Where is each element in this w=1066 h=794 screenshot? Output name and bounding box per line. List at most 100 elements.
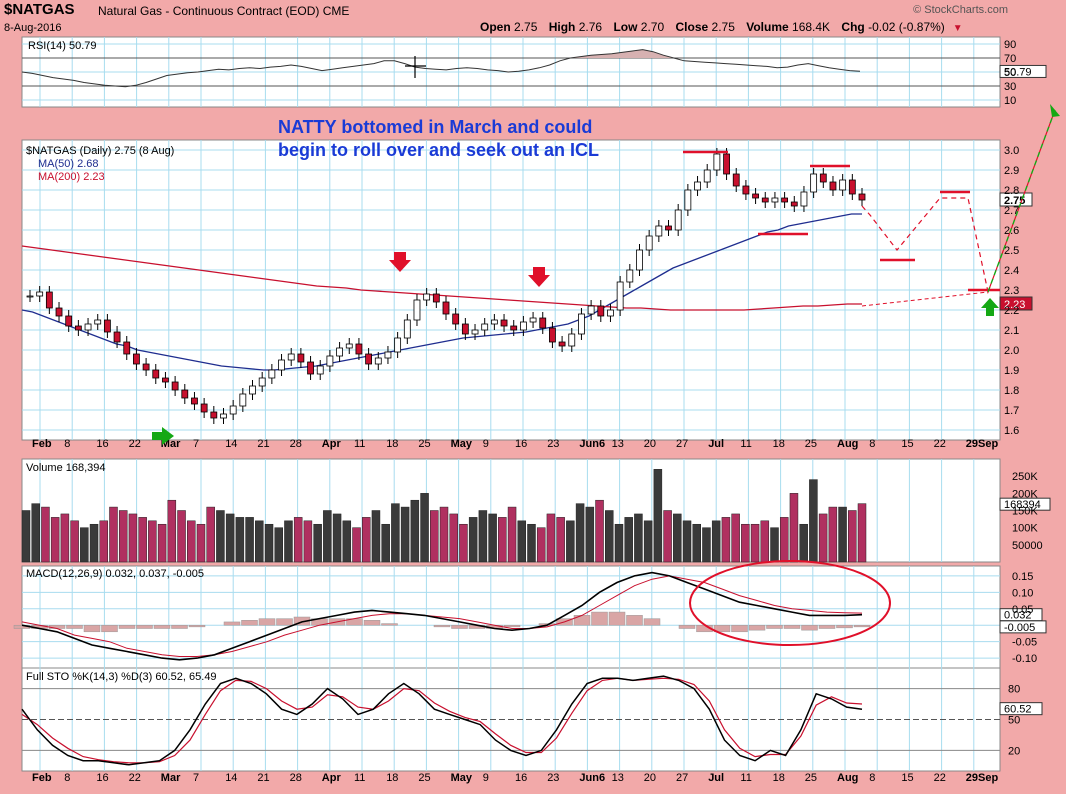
volume-bar	[605, 510, 614, 563]
x-tick-label: 22	[129, 438, 141, 450]
candle-body	[761, 197, 769, 203]
brand-logo: © StockCharts.com	[913, 4, 1008, 16]
candle-body	[394, 337, 402, 353]
candle-body	[626, 269, 634, 283]
volume-bar	[284, 520, 293, 563]
macd-histogram-bar	[853, 624, 871, 628]
macd-chart: MACD(12,26,9) 0.032, 0.037, -0.0050.032-…	[13, 560, 1047, 661]
price-tick-label: 2.5	[1004, 245, 1019, 257]
volume-bar	[157, 523, 167, 563]
volume-bar	[439, 506, 449, 563]
x-tick-label: 14	[225, 438, 237, 450]
volume-bar	[109, 506, 118, 563]
down-arrow-icon	[528, 267, 550, 287]
close-label: Close	[675, 20, 709, 34]
candle-body	[171, 381, 179, 391]
candle-body	[510, 325, 518, 331]
volume-bar	[711, 520, 721, 563]
volume-value: 168.4K	[792, 20, 831, 34]
volume-bar	[556, 517, 565, 563]
x-tick-label: 16	[96, 772, 108, 784]
x-tick-label: 22	[129, 772, 141, 784]
macd-histogram-bar	[713, 624, 731, 633]
price-chart: $NATGAS (Daily) 2.75 (8 Aug)MA(50) 2.68M…	[21, 145, 1033, 431]
candle-body	[819, 173, 827, 183]
volume-bar	[391, 503, 400, 563]
volume-bar	[216, 510, 225, 563]
candle-body	[103, 319, 111, 333]
macd-histogram-bar	[363, 620, 381, 626]
x-tick-label: Jun6	[579, 438, 605, 450]
volume-bar	[468, 517, 478, 563]
volume-bar	[692, 523, 701, 563]
candle-body	[268, 369, 276, 379]
volume-title: Volume 168,394	[26, 462, 106, 474]
x-tick-label: 8	[64, 772, 70, 784]
x-tick-label: Jun6	[579, 772, 605, 784]
volume-bar	[167, 499, 177, 563]
x-tick-label: 15	[901, 438, 913, 450]
x-tick-label: 25	[418, 772, 430, 784]
dropdown-icon[interactable]: ▼	[952, 23, 963, 34]
volume-bar	[799, 523, 808, 563]
sto-k-line	[21, 675, 863, 766]
volume-bar	[624, 517, 633, 563]
volume-bar	[41, 506, 50, 563]
x-tick-label: 15	[901, 772, 913, 784]
candle-body	[578, 313, 585, 335]
x-tick-label: 21	[257, 772, 269, 784]
volume-bar	[779, 517, 789, 563]
candle-body	[287, 353, 295, 361]
x-tick-label: 29Sep	[966, 772, 999, 784]
candle-body	[839, 179, 847, 191]
x-tick-label: 20	[644, 438, 656, 450]
macd-value-label: 0.032	[1004, 610, 1032, 622]
volume-bar	[750, 523, 760, 563]
candle-body	[355, 343, 363, 355]
price-tick-label: 1.9	[1004, 365, 1019, 377]
macd-highlight-ellipse	[689, 560, 891, 646]
x-tick-label: 22	[934, 438, 946, 450]
x-tick-label: 9	[483, 438, 489, 450]
x-tick-label: 8	[869, 772, 875, 784]
candle-body	[568, 333, 576, 347]
axis-labels: Feb 8 16 22 Mar 7 14 21 28 Apr 11 18 25 May 9 16 23 Jun6 1…	[32, 39, 1043, 784]
volume-bar	[809, 479, 818, 563]
volume-bar	[848, 510, 857, 563]
x-tick-label: 11	[354, 438, 365, 450]
volume-bar	[303, 520, 313, 563]
x-tick-label: 11	[740, 438, 751, 450]
candle-body	[403, 319, 411, 339]
macd-panel	[21, 565, 1001, 669]
chart-date: 8-Aug-2016	[4, 22, 62, 34]
candle-body	[771, 197, 779, 203]
candle-body	[558, 341, 566, 347]
x-tick-label: Jul	[708, 438, 724, 450]
volume-bar	[770, 527, 779, 563]
candle-body	[752, 193, 759, 199]
change-value: -0.02 (-0.87%)	[868, 20, 945, 34]
volume-bar	[702, 527, 711, 563]
price-tick-label: 2.6	[1004, 225, 1019, 237]
candle-body	[239, 393, 247, 407]
low-label: Low	[613, 20, 638, 34]
x-tick-label: 13	[612, 438, 624, 450]
price-title: $NATGAS (Daily) 2.75 (8 Aug)	[26, 145, 174, 157]
volume-bar	[566, 520, 575, 563]
x-tick-label: Mar	[161, 772, 181, 784]
volume-value-label: 168394	[1004, 499, 1041, 511]
volume-bar	[381, 523, 390, 563]
candle-body	[142, 363, 150, 371]
candle-body	[703, 169, 711, 183]
x-tick-label: 16	[515, 438, 527, 450]
volume-bar	[818, 513, 828, 563]
volume-bar	[643, 520, 653, 563]
candle-body	[278, 359, 285, 371]
volume-bar	[478, 510, 488, 563]
macd-title: MACD(12,26,9) 0.032, 0.037, -0.005	[26, 568, 204, 580]
rsi-tick-label: 70	[1004, 53, 1016, 65]
volume-bar	[741, 523, 750, 563]
candle-body	[500, 319, 508, 327]
volume-bar	[673, 513, 682, 563]
